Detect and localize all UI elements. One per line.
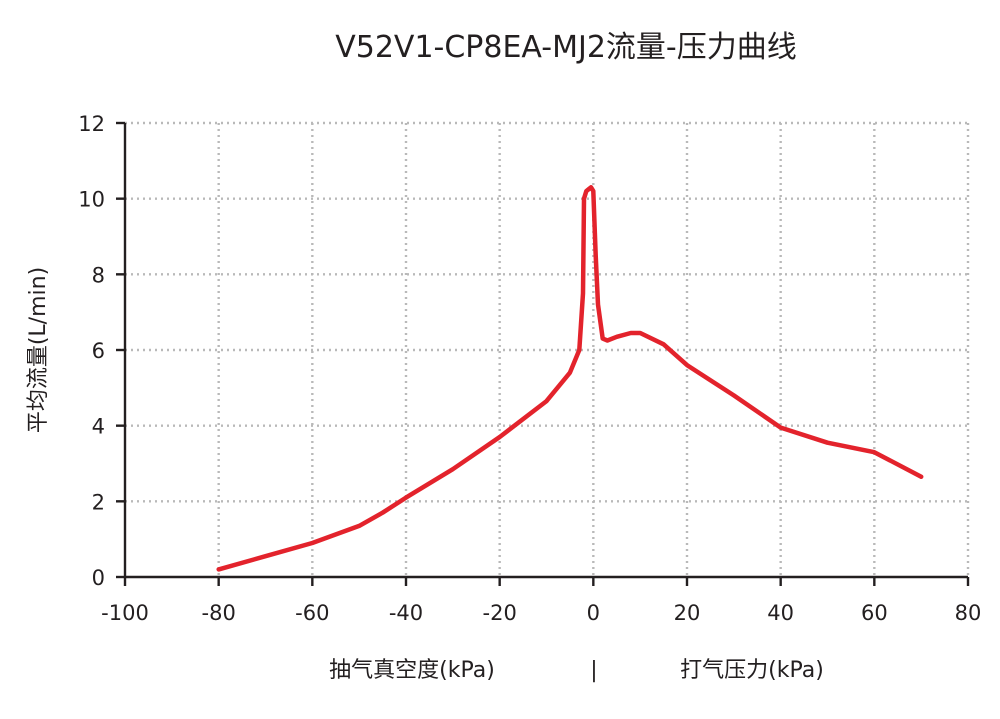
y-tick-label: 6: [92, 339, 105, 363]
x-tick-label: -40: [389, 601, 423, 625]
x-tick-label: 60: [861, 601, 888, 625]
x-axis-label-pressure: 打气压力(kPa): [680, 658, 824, 683]
axes: [116, 121, 970, 586]
x-tick-label: -80: [202, 601, 236, 625]
grid-lines: [125, 121, 970, 577]
series-layer: [216, 185, 924, 572]
x-tick-label: 0: [587, 601, 600, 625]
x-tick-label: -100: [101, 601, 149, 625]
x-axis-label-separator: |: [590, 658, 597, 683]
y-tick-label: 8: [92, 263, 105, 287]
flow-curve-line: [216, 185, 924, 572]
x-tick-label: 40: [767, 601, 794, 625]
x-tick-label: 80: [955, 601, 982, 625]
y-tick-label: 0: [92, 566, 105, 590]
x-tick-label: -20: [483, 601, 517, 625]
tick-labels: 0 2 4 6 8 10 12 -100 -80 -60 -40 -20 0 20 40 60 80: [78, 112, 981, 625]
chart-title: V52V1-CP8EA-MJ2流量-压力曲线: [335, 30, 797, 65]
x-tick-label: 20: [674, 601, 701, 625]
y-tick-label: 4: [92, 415, 105, 439]
y-tick-label: 2: [92, 490, 105, 514]
x-axis-label-vacuum: 抽气真空度(kPa): [329, 658, 495, 683]
y-tick-label: 12: [78, 112, 105, 136]
y-tick-label: 10: [78, 188, 105, 212]
x-tick-label: -60: [295, 601, 329, 625]
y-axis-label: 平均流量(L/min): [26, 267, 51, 433]
